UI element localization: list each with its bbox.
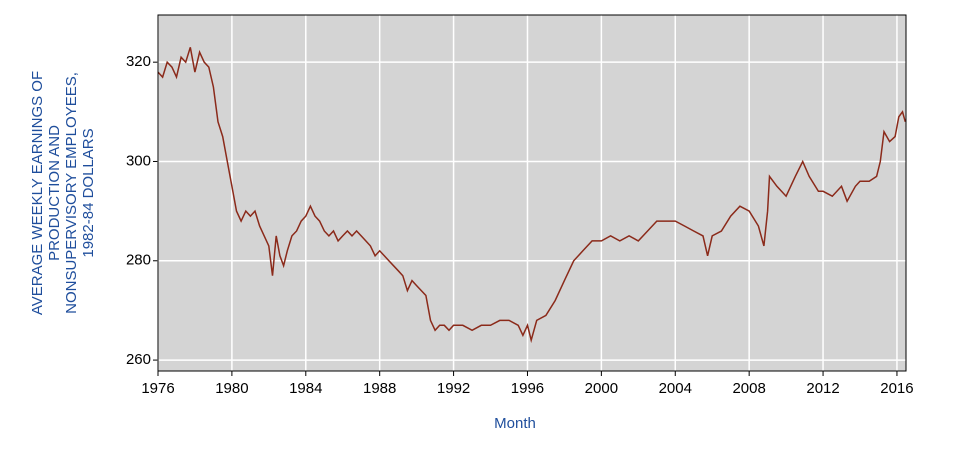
y-axis-label: AVERAGE WEEKLY EARNINGS OF (29, 71, 46, 315)
x-axis-label: Month (494, 415, 536, 432)
data-line (157, 47, 907, 344)
y-tick-label: 300 (126, 152, 151, 169)
y-axis-label: NONSUPERVISORY EMPLOYEES, (63, 72, 80, 314)
plot-border (157, 14, 907, 372)
x-tick-label: 1988 (363, 380, 396, 397)
x-tick-label: 2008 (732, 380, 765, 397)
x-tick-label: 1984 (289, 380, 322, 397)
x-tick-label: 1980 (215, 380, 248, 397)
x-tick-label: 1996 (511, 380, 544, 397)
y-tick-label: 280 (126, 252, 151, 269)
x-tick-label: 2016 (880, 380, 913, 397)
x-tick-label: 2000 (585, 380, 618, 397)
y-axis-label: 1982-84 DOLLARS (80, 128, 97, 257)
x-tick-label: 1976 (141, 380, 174, 397)
x-tick-label: 1992 (437, 380, 470, 397)
y-tick-label: 320 (126, 53, 151, 70)
x-tick-label: 2012 (806, 380, 839, 397)
x-tick-label: 2004 (659, 380, 692, 397)
y-tick-label: 260 (126, 351, 151, 368)
y-axis-label: PRODUCTION AND (46, 125, 63, 261)
plot-area (157, 14, 907, 372)
